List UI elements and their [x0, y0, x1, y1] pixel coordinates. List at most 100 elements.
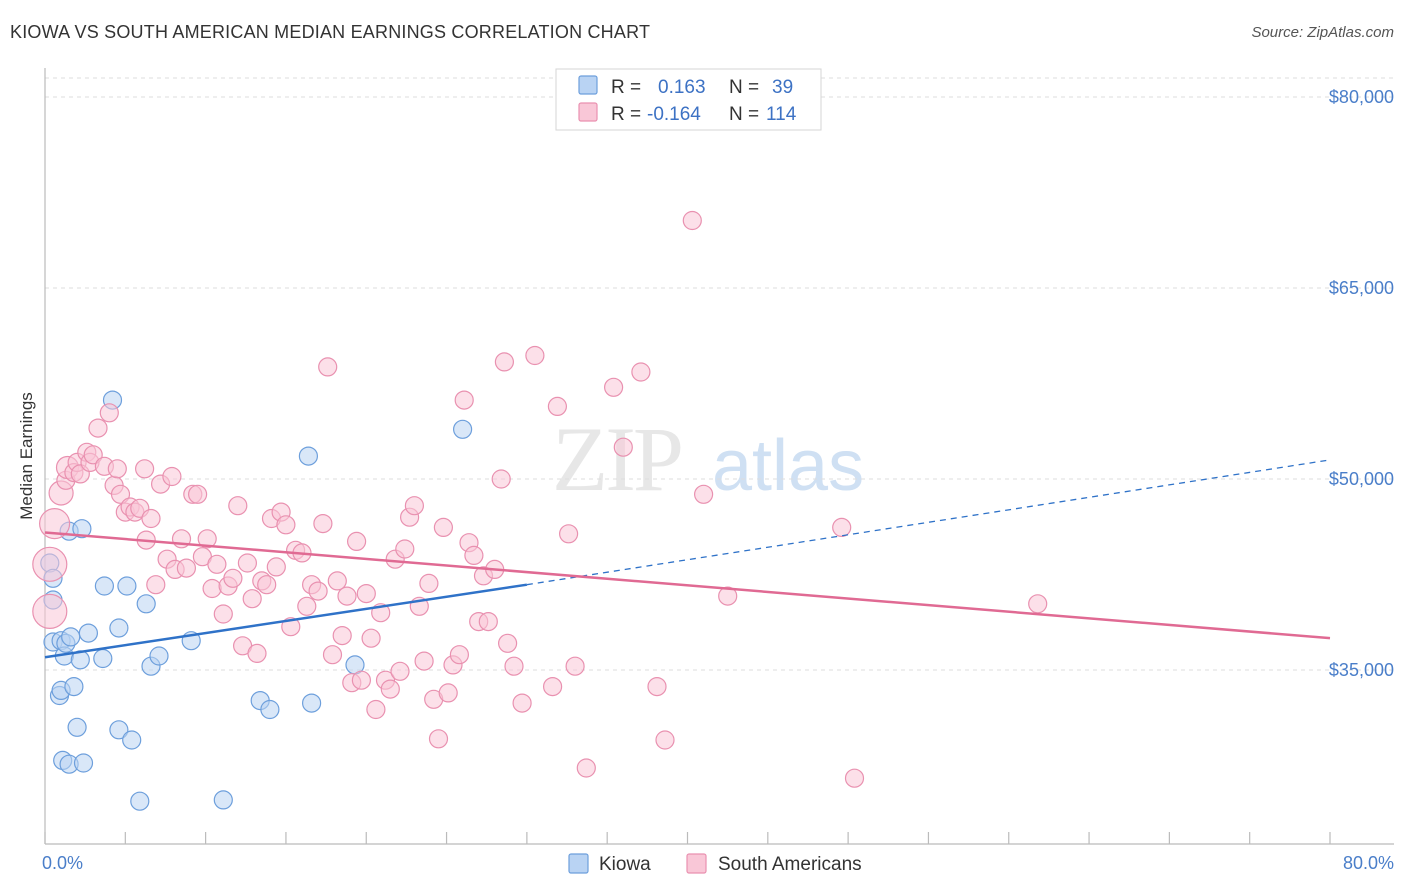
- kiowa-point-24: [117, 576, 137, 596]
- south-american-point-17: [110, 484, 131, 504]
- south-american-point-41: [228, 496, 248, 516]
- south-american-point-0: [32, 546, 68, 582]
- south-american-point-82: [428, 729, 449, 749]
- south-american-point-1: [32, 593, 68, 630]
- legend-swatch-kiowa: [578, 75, 598, 95]
- legend-r-value-south-americans: -0.164: [647, 104, 701, 125]
- south-american-point-35: [197, 529, 217, 549]
- south-american-point-115: [1028, 594, 1048, 614]
- legend-n-label-south-americans: N =: [729, 104, 759, 125]
- y-tick-labels: $80,000 $65,000 $50,000 $35,000: [1329, 87, 1394, 680]
- kiowa-point-22: [109, 618, 129, 638]
- series-legend: Kiowa South Americans: [568, 853, 862, 875]
- south-american-point-65: [347, 531, 367, 552]
- legend-r-value-kiowa: 0.163: [658, 77, 706, 98]
- south-american-point-80: [419, 573, 439, 594]
- south-american-point-37: [207, 554, 227, 574]
- kiowa-point-37: [453, 419, 473, 439]
- south-american-point-102: [558, 524, 579, 544]
- south-american-point-63: [337, 586, 357, 606]
- kiowa-point-26: [130, 791, 150, 811]
- source-credit: Source: ZipAtlas.com: [1251, 24, 1394, 41]
- y-tick-label-3: $35,000: [1329, 660, 1394, 680]
- series-legend-label-kiowa: Kiowa: [599, 854, 651, 875]
- south-american-point-107: [631, 362, 651, 382]
- south-american-point-111: [693, 484, 714, 504]
- south-american-point-77: [404, 496, 424, 516]
- south-american-point-33: [188, 484, 208, 504]
- x-tick-label-right: 80.0%: [1343, 853, 1394, 873]
- south-american-point-43: [237, 553, 257, 573]
- y-axis-label: Median Earnings: [17, 392, 36, 520]
- trend-lines: [44, 459, 1331, 659]
- y-tick-label-0: $80,000: [1329, 87, 1394, 107]
- kiowa-point-16: [72, 519, 92, 539]
- south-american-point-49: [266, 557, 286, 577]
- kiowa-point-31: [213, 790, 233, 810]
- south-american-point-11: [83, 445, 103, 465]
- kiowa-point-18: [78, 623, 99, 643]
- kiowa-point-17: [73, 753, 94, 773]
- y-tick-label-2: $50,000: [1329, 469, 1394, 489]
- south-american-point-87: [454, 390, 474, 410]
- south-american-point-36: [202, 578, 222, 599]
- kiowa-trend-line: [44, 583, 528, 659]
- kiowa-trend-extension: [526, 459, 1331, 586]
- south-american-point-59: [318, 357, 338, 377]
- south-american-point-47: [257, 575, 277, 595]
- kiowa-point-27: [136, 594, 156, 614]
- south-american-point-44: [242, 589, 262, 609]
- kiowa-point-33: [260, 699, 280, 720]
- kiowa-point-12: [61, 627, 81, 647]
- south-american-point-66: [351, 670, 371, 690]
- kiowa-point-23: [109, 720, 129, 740]
- kiowa-point-14: [67, 717, 87, 737]
- watermark-zip: ZIP: [552, 408, 681, 510]
- legend-n-value-kiowa: 39: [772, 77, 793, 98]
- kiowa-point-19: [93, 648, 113, 669]
- south-american-point-94: [491, 469, 511, 489]
- south-american-point-95: [494, 352, 514, 372]
- south-american-point-113: [832, 517, 852, 538]
- south-american-point-14: [99, 403, 119, 423]
- south-american-point-67: [356, 583, 376, 604]
- chart-title: KIOWA VS SOUTH AMERICAN MEDIAN EARNINGS …: [10, 22, 651, 42]
- south-american-point-25: [146, 575, 166, 595]
- south-american-point-2: [38, 507, 71, 540]
- kiowa-point-25: [122, 730, 142, 750]
- south-american-point-104: [576, 758, 596, 778]
- south-american-points: [32, 210, 1048, 788]
- series-legend-swatch-south-americans: [686, 853, 707, 874]
- south-american-point-24: [141, 508, 161, 529]
- grid-lines: [45, 77, 1394, 671]
- south-american-point-57: [308, 581, 328, 601]
- south-american-point-108: [647, 676, 667, 697]
- series-legend-swatch-kiowa: [568, 853, 589, 874]
- south-american-point-86: [449, 645, 469, 665]
- south-american-point-105: [603, 377, 624, 397]
- correlation-legend: R = 0.163 N = 39 R = -0.164 N = 114: [555, 68, 822, 131]
- south-american-point-96: [498, 633, 518, 653]
- south-american-point-74: [390, 661, 410, 681]
- south-american-point-109: [655, 730, 675, 750]
- south-american-point-28: [162, 466, 182, 487]
- south-american-point-62: [332, 625, 352, 646]
- south-american-point-83: [433, 517, 453, 538]
- south-american-point-52: [281, 617, 301, 637]
- south-american-point-84: [438, 683, 458, 703]
- south-american-point-89: [464, 545, 484, 566]
- legend-r-label-kiowa: R =: [611, 77, 641, 98]
- legend-r-label-south-americans: R =: [611, 104, 641, 125]
- south-american-point-38: [213, 604, 233, 624]
- legend-box: [555, 68, 822, 131]
- south-american-point-97: [504, 656, 524, 676]
- series-legend-label-south-americans: South Americans: [718, 854, 862, 875]
- south-american-point-60: [322, 645, 343, 665]
- south-american-point-12: [88, 418, 108, 438]
- south-american-point-22: [135, 459, 155, 479]
- south-american-point-31: [176, 558, 196, 578]
- y-tick-label-1: $65,000: [1329, 278, 1394, 298]
- south-american-point-101: [547, 396, 568, 416]
- south-american-point-58: [313, 513, 333, 534]
